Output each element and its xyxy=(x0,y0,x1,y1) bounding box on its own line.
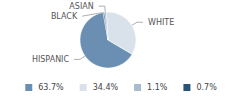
svg-text:1.1%: 1.1% xyxy=(147,83,168,92)
svg-text:ASIAN: ASIAN xyxy=(69,2,93,11)
svg-text:63.7%: 63.7% xyxy=(38,83,64,92)
svg-text:34.4%: 34.4% xyxy=(93,83,119,92)
svg-text:WHITE: WHITE xyxy=(148,18,174,27)
svg-text:0.7%: 0.7% xyxy=(196,83,217,92)
svg-text:HISPANIC: HISPANIC xyxy=(32,55,70,64)
svg-text:BLACK: BLACK xyxy=(51,12,78,21)
